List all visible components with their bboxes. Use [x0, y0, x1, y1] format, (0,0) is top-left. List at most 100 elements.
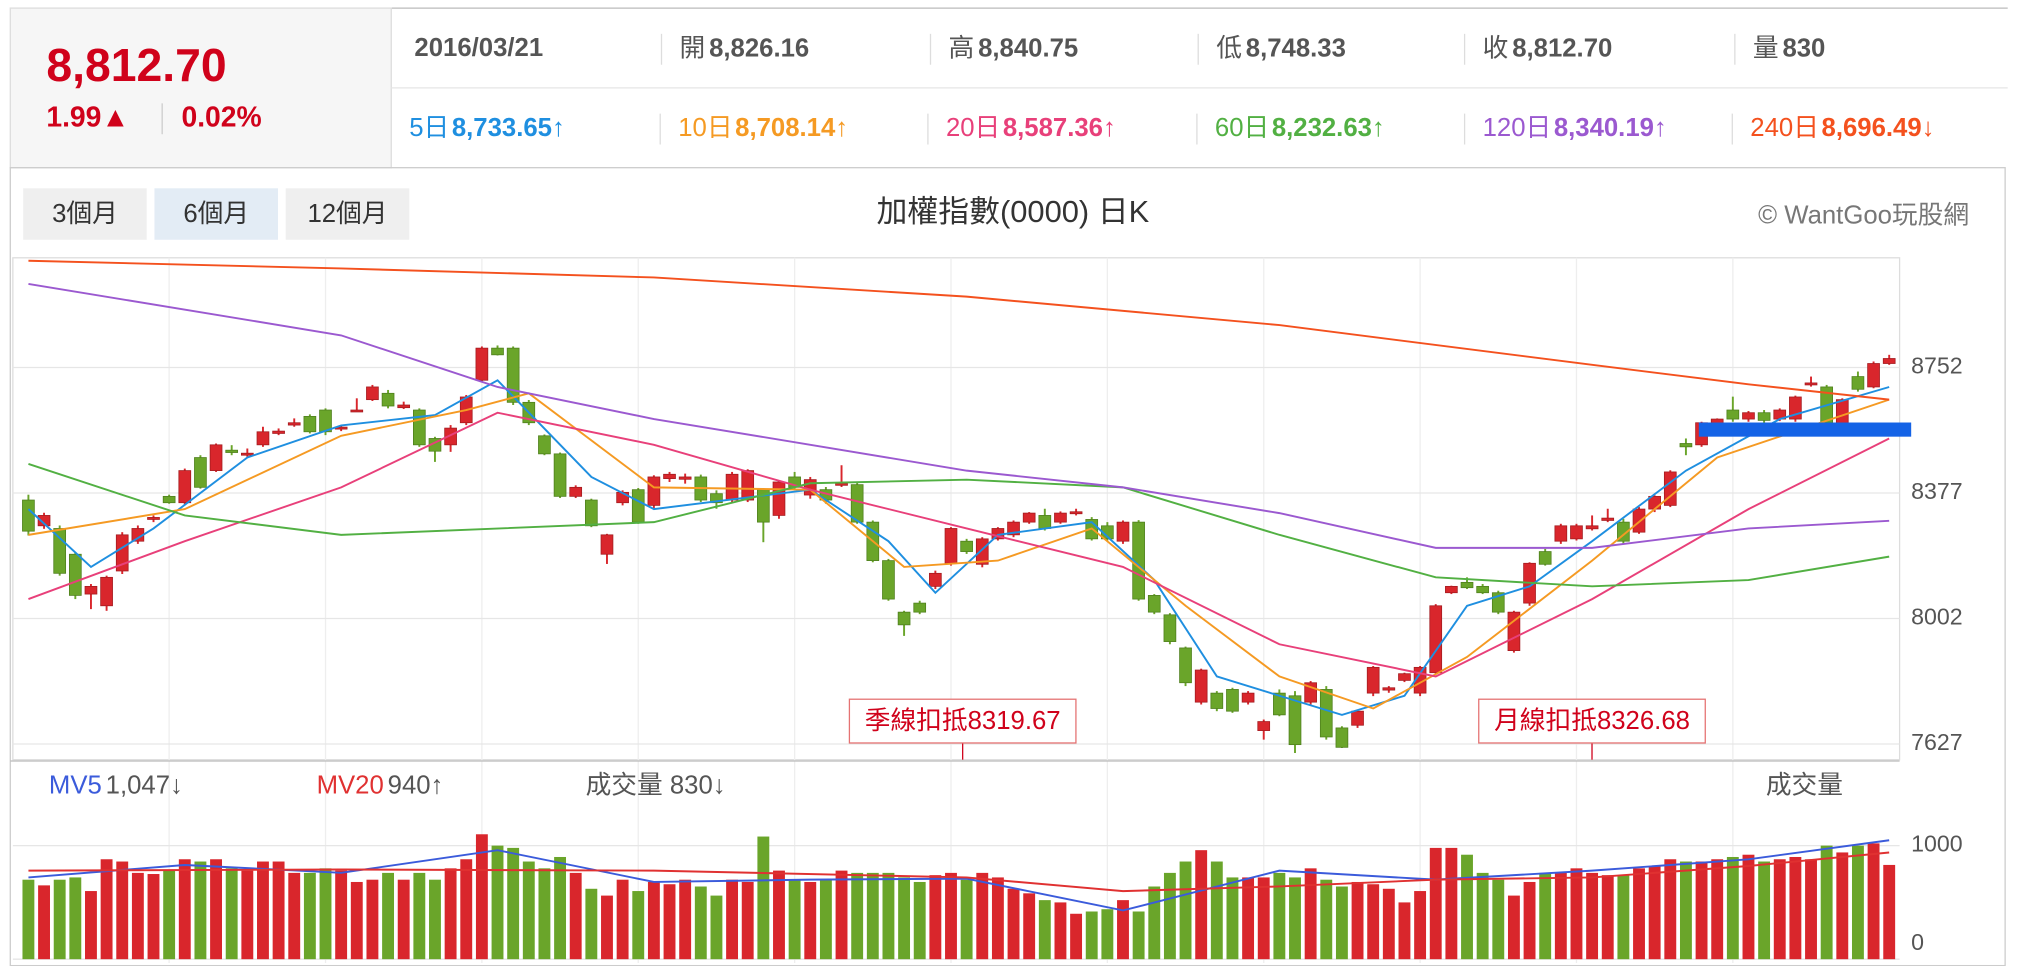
annotation-label: 季線扣抵8319.67	[865, 706, 1061, 735]
candle-body	[647, 476, 661, 506]
quote-value: 830	[1782, 34, 1825, 62]
ma-value: 8,708.14↑	[735, 114, 848, 142]
volume-bar	[1539, 872, 1552, 960]
volume-bar	[773, 870, 785, 960]
volume-bar	[69, 877, 82, 960]
volume-bar	[1695, 861, 1708, 960]
volume-bar	[1836, 852, 1849, 960]
volume-bar	[601, 895, 613, 960]
volume-bar	[694, 886, 707, 960]
volume-bar	[757, 836, 770, 960]
ma-value: 8,340.19↑	[1554, 114, 1667, 142]
candle-body	[1507, 611, 1521, 652]
volume-bar	[1461, 854, 1473, 960]
volume-bar	[1289, 877, 1301, 960]
volume-bar	[210, 859, 222, 960]
candle-body	[944, 528, 958, 564]
candle-body	[1679, 443, 1693, 448]
candle-body	[1445, 585, 1458, 594]
quote-value: 8,826.16	[709, 34, 809, 62]
volume-bar	[53, 879, 66, 960]
range-button[interactable]	[23, 188, 147, 240]
volume-bar	[1054, 902, 1067, 960]
candle-body	[1147, 595, 1161, 613]
volume-bar	[1726, 856, 1739, 960]
range-button[interactable]	[285, 188, 410, 240]
volume-bar	[538, 868, 551, 960]
volume-bar	[22, 879, 35, 960]
candle-body	[1304, 682, 1317, 703]
volume-ma-value: 940↑	[388, 772, 444, 800]
volume-bar	[1554, 872, 1567, 960]
candle-body	[882, 560, 895, 600]
volume-bar	[945, 872, 957, 960]
volume-bar	[1320, 879, 1333, 960]
volume-bar	[1195, 850, 1208, 960]
volume-bar	[1820, 845, 1833, 960]
volume-bar	[1304, 868, 1317, 960]
range-button[interactable]	[154, 188, 278, 240]
candle-body	[1351, 710, 1364, 726]
ma-line	[28, 411, 1890, 678]
range-button-label[interactable]: 6個月	[183, 199, 249, 228]
volume-bar	[1742, 854, 1755, 960]
volume-plot: 1000 0 MV5 1,047↓ MV20 940↑ 成交量 830↓ 成交量	[10, 760, 1963, 960]
volume-bar	[241, 870, 254, 960]
candle-body	[600, 534, 614, 555]
ma-legend-item: 5日 8,733.65↑	[409, 114, 565, 142]
range-button-label[interactable]: 12個月	[307, 199, 387, 228]
candle-body	[772, 481, 786, 516]
volume-bar	[726, 879, 739, 960]
candle-body	[366, 386, 379, 401]
quote-item: 收 8,812.70	[1483, 33, 1613, 62]
volume-bar	[1132, 911, 1145, 960]
candle-body	[1366, 666, 1380, 694]
volume-bar	[647, 881, 660, 960]
candle-body	[1804, 382, 1818, 386]
candle-body	[850, 484, 864, 523]
candle-body	[1226, 689, 1239, 712]
candle-body	[256, 431, 270, 446]
volume-bar	[335, 870, 348, 960]
candle-body	[1601, 517, 1615, 521]
volume-bar	[522, 861, 535, 960]
candle-body	[1726, 409, 1740, 420]
volume-bar	[1038, 900, 1051, 960]
volume-bar	[1664, 859, 1677, 960]
volume-bar	[1851, 845, 1864, 960]
volume-bar	[929, 875, 942, 960]
ma-line	[28, 839, 1890, 912]
y-tick-label: 8377	[1911, 478, 1963, 504]
annotation-box	[848, 698, 1077, 744]
candle-body	[553, 453, 567, 497]
range-button-label[interactable]: 3個月	[52, 199, 118, 228]
candle-body	[1851, 376, 1865, 390]
volume-bar	[991, 877, 1004, 960]
quote-label: 開	[680, 34, 706, 62]
candle-body	[1288, 695, 1302, 746]
volume-bar	[1226, 877, 1239, 960]
candle-body	[162, 495, 176, 504]
ma-value: 8,696.49↓	[1822, 114, 1935, 142]
volume-bar	[851, 872, 864, 960]
candle-body	[225, 449, 239, 453]
candle-body	[960, 540, 973, 552]
volume-bar	[898, 877, 911, 960]
ma-line	[28, 463, 1890, 588]
candle-body	[506, 347, 520, 403]
volume-bar	[1148, 886, 1161, 960]
volume-bar	[554, 856, 567, 960]
candle-body	[1398, 673, 1411, 681]
volume-bar	[350, 881, 363, 960]
candle-body	[1429, 605, 1443, 674]
copyright: © WantGoo玩股網	[1758, 200, 1969, 229]
candle-body	[68, 553, 82, 596]
volume-bar	[632, 891, 645, 960]
candle-body	[1163, 614, 1177, 642]
chart-title: 加權指數(0000) 日K	[876, 194, 1149, 229]
candle-body	[975, 538, 989, 565]
ma-name: 120日	[1483, 114, 1552, 142]
volume-bar	[819, 879, 832, 960]
volume-bar	[38, 885, 50, 960]
